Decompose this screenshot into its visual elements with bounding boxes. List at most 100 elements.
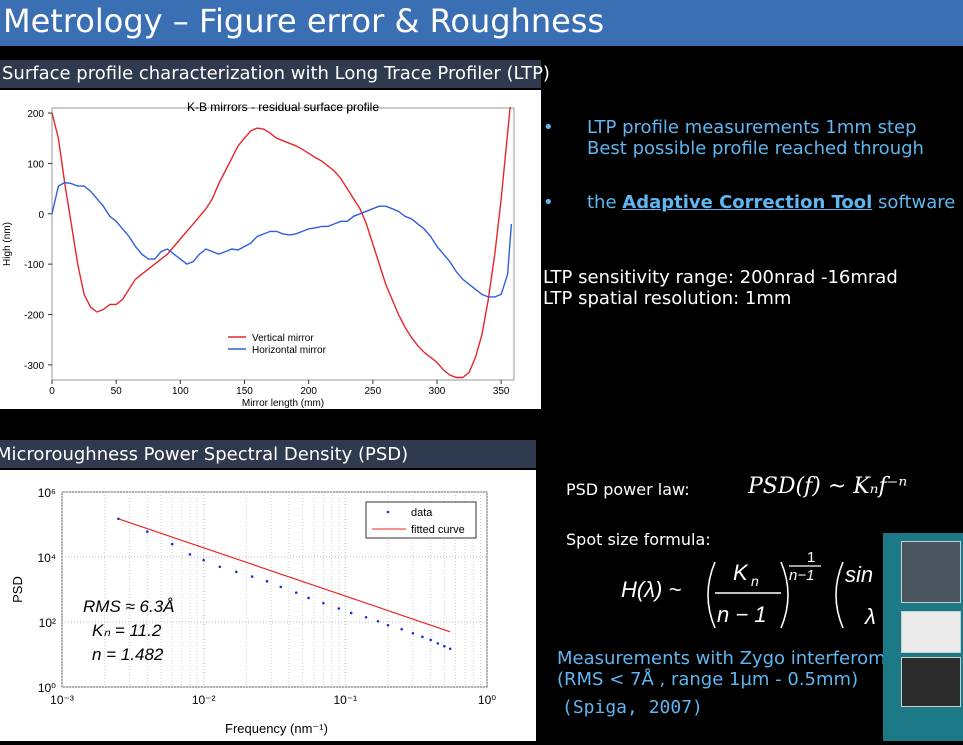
ltp-y-tick-label: 0 [38, 210, 44, 221]
bullet-adaptive-correction: • the Adaptive Correction Tool software [543, 192, 958, 214]
ltp-x-tick-label: 0 [49, 386, 55, 397]
title-bar: Metrology – Figure error & Roughness [0, 0, 963, 46]
ltp-x-tick-label: 300 [429, 386, 446, 397]
psd-section-header: Microroughness Power Spectral Density (P… [0, 440, 536, 468]
ltp-chart: K-B mirrors - residual surface profile 0 5… [2, 67, 543, 409]
bullet-dot: • [543, 192, 554, 213]
ltp-plot-area [51, 107, 515, 381]
psd-annotation-2: n = 1.482 [92, 645, 164, 664]
ltp-y-axis-label: High (nm) [2, 222, 13, 266]
bullet-line-2: Best possible profile reached through [587, 138, 924, 159]
ltp-x-tick-label: 350 [493, 386, 510, 397]
ltp-x-tick-label: 50 [111, 386, 123, 397]
psd-data-point [265, 579, 269, 583]
svg-text:n−1: n−1 [789, 567, 814, 584]
psd-chart: 10⁻³ 10⁻² 10⁻¹ 10⁰ 10⁰ 10² 10⁴ 10⁶ Frequency (nm… [10, 486, 496, 736]
svg-text:n: n [751, 573, 759, 589]
psd-data-point [448, 647, 452, 651]
ltp-chart-panel: K-B mirrors - residual surface profile 0 5… [0, 67, 543, 409]
ltp-spatial-resolution: LTP spatial resolution: 1mm [543, 288, 792, 309]
psd-data-point [322, 601, 325, 605]
psd-x-tick-label: 10⁻¹ [333, 693, 357, 707]
psd-data-point [376, 620, 380, 623]
ltp-series-line-1 [51, 181, 513, 298]
psd-power-law-formula: PSD(f) ~ Kₙf⁻ⁿ [748, 474, 908, 499]
psd-x-tick-label: 10⁻³ [50, 693, 74, 707]
psd-data-point [337, 607, 341, 610]
slide-thumbnail[interactable] [901, 541, 961, 603]
psd-data-point [218, 565, 222, 569]
psd-data-point [349, 611, 353, 615]
psd-data-point [294, 591, 298, 594]
psd-annotation-0: RMS ≈ 6.3Å [83, 597, 175, 616]
psd-data-point [117, 517, 120, 521]
ltp-x-axis-label: Mirror length (mm) [242, 398, 324, 409]
psd-data-point [307, 596, 310, 600]
ltp-section-header: Surface profile characterization with Lo… [0, 60, 550, 88]
slide-thumbnail[interactable] [901, 657, 961, 707]
psd-data-point [421, 635, 424, 639]
ltp-legend-label-1: Horizontal mirror [252, 345, 327, 356]
psd-x-tick-label: 10⁰ [478, 693, 496, 707]
svg-text:1: 1 [807, 549, 815, 566]
psd-data-point [411, 631, 415, 635]
psd-data-point [400, 627, 404, 631]
svg-text:n − 1: n − 1 [717, 602, 767, 627]
psd-data-point [188, 553, 192, 556]
psd-y-tick-label: 10⁶ [38, 486, 56, 500]
svg-text:K: K [733, 560, 749, 585]
svg-text:sin: sin [845, 562, 873, 587]
psd-data-point [235, 570, 238, 574]
psd-x-axis-label: Frequency (nm⁻¹) [225, 721, 328, 736]
psd-legend-label-0: data [411, 507, 433, 519]
ltp-chart-title-overlay: K-B mirrors - residual surface profile [187, 100, 379, 114]
ltp-y-tick-label: -100 [24, 260, 44, 271]
ltp-x-tick-label: 100 [172, 386, 189, 397]
ltp-x-tick-label: 150 [236, 386, 253, 397]
bullet-suffix: software [872, 192, 956, 213]
zygo-rms-range: (RMS < 7Å , range 1µm - 0.5mm) [557, 669, 859, 690]
psd-y-tick-label: 10² [39, 616, 56, 630]
psd-legend-box [365, 501, 477, 539]
adaptive-correction-tool-link[interactable]: Adaptive Correction Tool [622, 192, 873, 213]
ltp-top-mask [51, 90, 543, 107]
ltp-y-tick-label: -300 [24, 361, 44, 372]
psd-data-point [436, 642, 440, 645]
slide-title: Metrology – Figure error & Roughness [3, 2, 605, 40]
psd-legend-label-1: fitted curve [411, 524, 465, 536]
bullet-prefix: the [587, 192, 623, 213]
psd-chart-panel: 10⁻³ 10⁻² 10⁻¹ 10⁰ 10⁰ 10² 10⁴ 10⁶ Frequency (nm… [0, 470, 536, 741]
svg-text:H(λ) ~: H(λ) ~ [621, 577, 681, 602]
psd-data-point [250, 575, 254, 578]
psd-data-point [443, 644, 446, 648]
bullet-line-1: LTP profile measurements 1mm step [587, 117, 917, 138]
psd-power-law-label: PSD power law: [566, 480, 690, 499]
psd-y-axis-label: PSD [10, 576, 25, 603]
psd-annotation-1: Kₙ = 11.2 [92, 621, 162, 640]
psd-x-tick-label: 10⁻² [192, 693, 216, 707]
ltp-x-tick-label: 250 [364, 386, 381, 397]
ltp-series-line-0 [51, 67, 515, 379]
slide-thumbnail-strip[interactable] [883, 533, 963, 741]
zygo-measurements: Measurements with Zygo interferom [557, 648, 886, 669]
bullet-dot: • [543, 117, 554, 138]
psd-data-point [202, 558, 205, 562]
psd-data-point [386, 623, 390, 627]
ltp-sensitivity-range: LTP sensitivity range: 200nrad -16mrad [543, 267, 898, 288]
zygo-citation: (Spiga, 2007) [562, 697, 703, 718]
psd-y-tick-label: 10⁴ [37, 551, 56, 565]
psd-data-point [429, 638, 432, 642]
bullet-ltp-measurements: • LTP profile measurements 1mm step Best… [543, 117, 953, 161]
ltp-x-tick-label: 200 [300, 386, 317, 397]
ltp-y-tick-label: 100 [27, 159, 44, 170]
ltp-y-tick-label: 200 [27, 109, 44, 120]
psd-data-point [145, 530, 149, 534]
psd-legend-swatch-0 [386, 510, 390, 514]
ltp-y-tick-label: -200 [24, 311, 44, 322]
psd-fitted-curve [118, 518, 451, 633]
slide-thumbnail[interactable] [901, 611, 961, 653]
psd-data-point [170, 542, 174, 546]
psd-y-tick-label: 10⁰ [38, 681, 56, 695]
svg-text:λ: λ [864, 604, 876, 629]
